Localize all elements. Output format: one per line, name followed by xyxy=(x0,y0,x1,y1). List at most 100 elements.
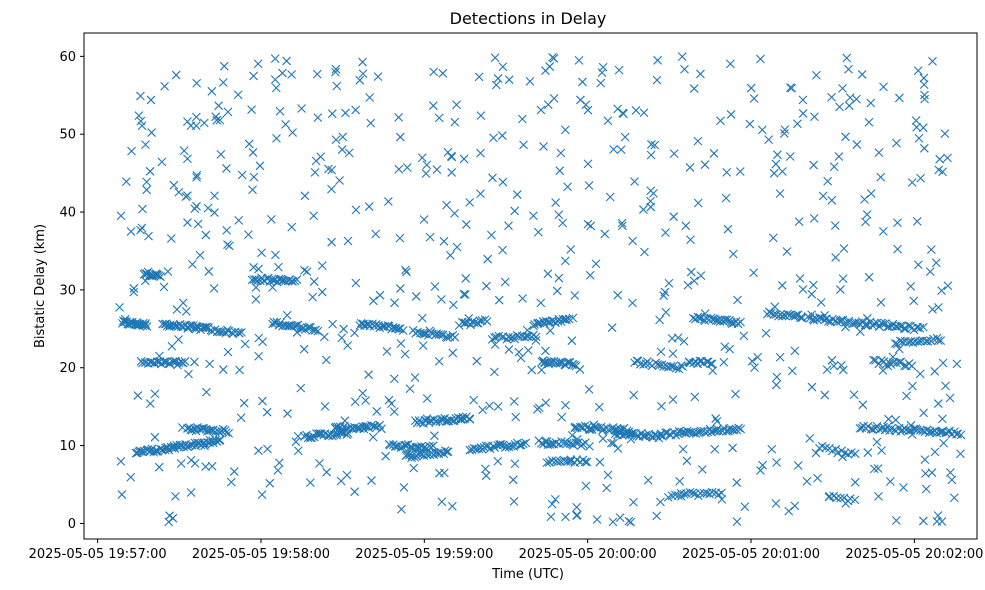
data-point xyxy=(553,317,563,326)
data-point xyxy=(156,272,165,282)
data-point xyxy=(320,402,330,411)
data-point xyxy=(542,458,552,468)
data-point xyxy=(740,502,750,512)
data-point xyxy=(787,83,797,93)
data-point xyxy=(602,483,612,493)
data-point xyxy=(137,121,147,131)
data-point xyxy=(309,211,319,221)
data-point xyxy=(802,476,812,486)
data-point xyxy=(646,140,656,149)
data-point xyxy=(396,339,406,348)
data-point xyxy=(931,258,941,268)
data-point xyxy=(200,441,209,451)
data-point xyxy=(136,225,145,235)
data-point xyxy=(291,437,301,447)
data-point xyxy=(510,334,520,344)
data-point xyxy=(134,111,144,121)
data-point xyxy=(700,309,710,319)
data-point xyxy=(732,517,742,527)
data-point xyxy=(372,407,382,416)
data-point xyxy=(421,329,431,339)
data-point xyxy=(365,93,375,102)
data-point xyxy=(216,149,226,159)
data-point xyxy=(193,219,203,229)
data-point xyxy=(640,247,649,257)
data-point xyxy=(240,339,250,349)
data-point xyxy=(670,490,680,500)
data-point xyxy=(489,133,498,143)
data-point xyxy=(618,108,628,118)
data-point xyxy=(292,275,302,284)
data-point xyxy=(919,73,929,83)
x-tick-label: 2025-05-05 20:02:00 xyxy=(845,547,983,562)
data-point xyxy=(129,287,139,297)
data-point xyxy=(836,316,846,325)
data-point xyxy=(594,402,604,412)
data-point xyxy=(947,475,957,485)
data-point xyxy=(394,112,404,122)
data-point xyxy=(919,408,929,418)
data-point xyxy=(203,203,213,213)
data-point xyxy=(818,191,828,201)
data-point xyxy=(883,361,893,371)
data-point xyxy=(411,292,421,301)
data-point xyxy=(485,401,494,411)
data-point xyxy=(761,328,771,338)
y-tick-label: 50 xyxy=(59,128,76,143)
data-point xyxy=(678,362,687,371)
data-point xyxy=(779,129,789,138)
data-point xyxy=(223,107,233,117)
data-point xyxy=(777,281,787,290)
data-point xyxy=(300,325,310,334)
data-point xyxy=(234,328,244,338)
data-point xyxy=(317,287,327,297)
data-point xyxy=(921,484,931,494)
data-point xyxy=(271,83,281,93)
data-point xyxy=(192,78,202,88)
data-point xyxy=(710,444,720,454)
y-tick-label: 0 xyxy=(68,517,76,532)
data-point xyxy=(152,357,162,367)
data-point xyxy=(476,189,485,199)
data-point xyxy=(561,512,570,522)
data-point xyxy=(429,67,439,77)
y-tick-label: 30 xyxy=(59,283,76,298)
data-point xyxy=(934,302,943,312)
data-point xyxy=(830,221,840,231)
data-point xyxy=(728,443,737,453)
data-point xyxy=(254,333,264,343)
data-point xyxy=(218,78,228,87)
data-point xyxy=(581,100,591,110)
data-point xyxy=(746,83,756,93)
data-point xyxy=(510,459,520,469)
data-point xyxy=(282,56,291,66)
data-point xyxy=(596,78,606,88)
data-point xyxy=(700,160,710,170)
data-point xyxy=(862,210,872,219)
data-point xyxy=(136,91,145,101)
x-tick-label: 2025-05-05 19:58:00 xyxy=(192,547,330,562)
data-point xyxy=(878,226,888,236)
data-point xyxy=(937,286,946,296)
data-point xyxy=(495,440,504,449)
y-axis-title: Bistatic Delay (km) xyxy=(33,224,48,348)
data-point xyxy=(652,511,662,521)
data-point xyxy=(177,423,187,432)
data-point xyxy=(395,284,405,293)
data-point xyxy=(310,167,320,177)
data-point xyxy=(142,177,152,187)
data-point xyxy=(425,326,435,336)
data-point xyxy=(514,347,524,357)
data-point xyxy=(953,429,963,439)
data-point xyxy=(527,365,537,375)
data-point xyxy=(591,259,601,269)
data-point xyxy=(223,347,233,357)
data-point xyxy=(735,167,745,176)
data-point xyxy=(945,393,955,403)
data-point xyxy=(600,229,610,239)
data-point xyxy=(520,332,530,342)
data-point xyxy=(235,365,244,375)
data-point xyxy=(360,422,370,432)
data-point xyxy=(165,511,174,521)
data-point xyxy=(522,325,532,335)
